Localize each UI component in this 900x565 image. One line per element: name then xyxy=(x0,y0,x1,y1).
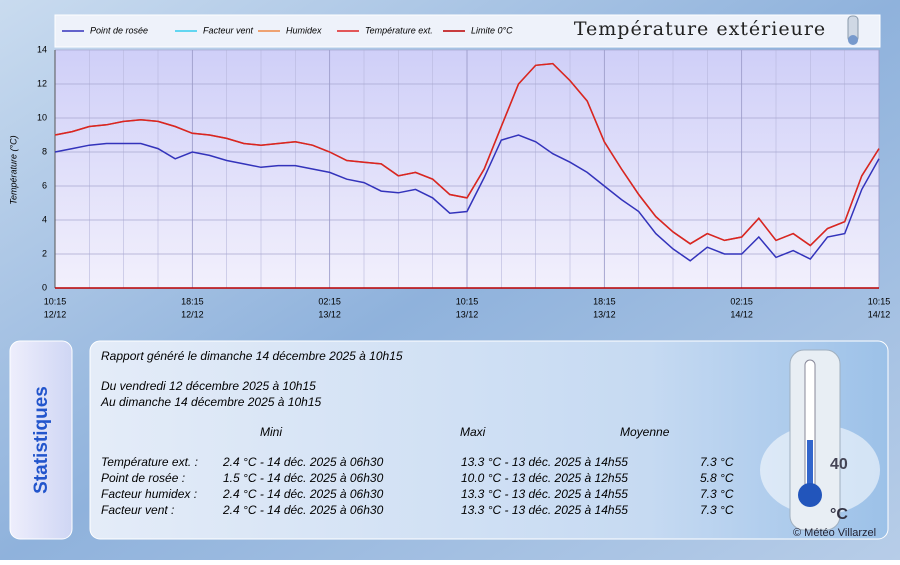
legend-label: Température ext. xyxy=(365,25,433,35)
legend-label: Point de rosée xyxy=(90,25,148,35)
stats-cell: Température ext. : xyxy=(101,455,198,469)
series-line xyxy=(54,62,880,247)
column-header: Maxi xyxy=(460,425,486,439)
thermo-digits: 40 xyxy=(830,456,848,473)
stats-cell: 13.3 °C - 13 déc. 2025 à 14h55 xyxy=(461,455,628,469)
stats-cell: Point de rosée : xyxy=(101,471,185,485)
x-tick-date: 14/12 xyxy=(730,309,753,319)
legend-label: Facteur vent xyxy=(203,25,254,35)
thermo-unit: °C xyxy=(830,506,848,523)
period-from: Du vendredi 12 décembre 2025 à 10h15 xyxy=(101,379,316,393)
x-tick-label: 10:15 xyxy=(868,296,891,306)
stats-cell: 10.0 °C - 13 déc. 2025 à 12h55 xyxy=(461,471,628,485)
x-tick-label: 18:15 xyxy=(593,296,616,306)
stats-cell: 2.4 °C - 14 déc. 2025 à 06h30 xyxy=(222,503,384,517)
x-tick-label: 10:15 xyxy=(456,296,479,306)
thermo-icon xyxy=(847,15,859,45)
x-tick-date: 13/12 xyxy=(456,309,479,319)
stats-text: Rapport généré le dimanche 14 décembre 2… xyxy=(100,349,403,409)
x-tick-date: 12/12 xyxy=(44,309,67,319)
stats-cell: 13.3 °C - 13 déc. 2025 à 14h55 xyxy=(461,503,628,517)
x-tick-label: 02:15 xyxy=(318,296,341,306)
stats-cell: 1.5 °C - 14 déc. 2025 à 06h30 xyxy=(223,471,384,485)
stats-cell: Facteur humidex : xyxy=(101,487,197,501)
stats-heading: Statistiques xyxy=(31,386,52,494)
stats-side xyxy=(9,340,73,540)
stats-cell: 7.3 °C xyxy=(700,503,734,517)
stats-cell: 5.8 °C xyxy=(700,471,734,485)
stats-cell: 13.3 °C - 13 déc. 2025 à 14h55 xyxy=(461,487,628,501)
legend-label: Humidex xyxy=(286,25,322,35)
y-tick-label: 6 xyxy=(42,180,47,190)
stats-panel xyxy=(89,340,889,540)
credit: © Météo Villarzel xyxy=(793,527,876,539)
y-tick-label: 8 xyxy=(42,146,47,156)
y-tick-label: 12 xyxy=(37,78,47,88)
y-tick-label: 10 xyxy=(37,112,47,122)
x-tick-label: 10:15 xyxy=(44,296,67,306)
x-tick-date: 13/12 xyxy=(593,309,616,319)
y-tick-label: 0 xyxy=(42,282,47,292)
stats-cell: 2.4 °C - 14 déc. 2025 à 06h30 xyxy=(222,487,384,501)
stats-cell: 7.3 °C xyxy=(700,455,734,469)
thermometer-art: 40 °C xyxy=(760,349,880,531)
stats-cell: 2.4 °C - 14 déc. 2025 à 06h30 xyxy=(222,455,384,469)
stats-cell: Facteur vent : xyxy=(101,503,174,517)
x-tick-date: 13/12 xyxy=(318,309,341,319)
x-tick-date: 14/12 xyxy=(868,309,891,319)
column-header: Moyenne xyxy=(620,425,670,439)
period-to: Au dimanche 14 décembre 2025 à 10h15 xyxy=(100,395,321,409)
chart-title: Température extérieure xyxy=(574,18,826,40)
legend-label: Limite 0°C xyxy=(471,25,513,35)
y-axis-label: Température (°C) xyxy=(8,135,18,204)
x-tick-label: 02:15 xyxy=(730,296,753,306)
x-tick-label: 18:15 xyxy=(181,296,204,306)
x-tick-date: 12/12 xyxy=(181,309,204,319)
y-tick-label: 4 xyxy=(42,214,47,224)
series-line xyxy=(54,134,880,262)
y-tick-label: 2 xyxy=(42,248,47,258)
column-header: Mini xyxy=(260,425,282,439)
stats-cell: 7.3 °C xyxy=(700,487,734,501)
report: Rapport généré le dimanche 14 décembre 2… xyxy=(101,349,403,363)
y-tick-label: 14 xyxy=(37,44,47,54)
